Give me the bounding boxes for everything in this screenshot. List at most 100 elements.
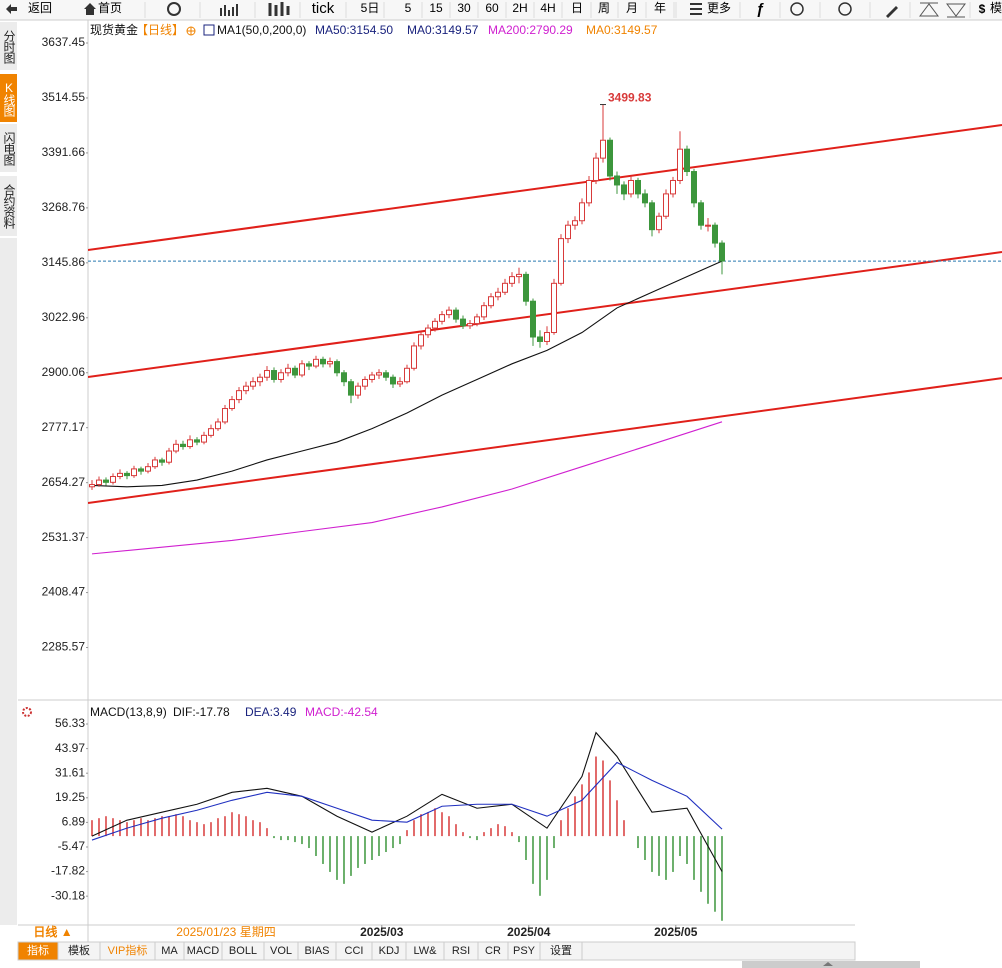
toolbar-button[interactable]: 返回	[28, 1, 52, 15]
candle-body	[627, 179, 634, 195]
indicator-icon[interactable]	[203, 24, 215, 36]
toolbar-button[interactable]: 首页	[98, 1, 122, 15]
chart-title: MACD(13,8,9)	[90, 705, 167, 719]
candle-body	[389, 376, 396, 385]
dollar-icon[interactable]: $	[979, 2, 986, 16]
tab-label[interactable]: VIP指标	[108, 943, 148, 957]
candle-body	[102, 479, 109, 483]
candle-body	[305, 363, 312, 367]
y-tick-label: 31.61	[55, 765, 85, 779]
sidebar-tab[interactable]: 分时图	[0, 22, 17, 70]
zoom-in-icon[interactable]	[838, 2, 852, 16]
candle-body	[347, 381, 354, 396]
pencil-icon[interactable]	[886, 6, 898, 18]
y-tick-label: -17.82	[51, 864, 85, 878]
home-icon[interactable]	[84, 3, 96, 15]
tab-label[interactable]: BIAS	[304, 945, 329, 957]
up-icon[interactable]	[919, 2, 939, 17]
tab-label[interactable]: 指标	[27, 943, 49, 957]
period-label: 【日线】	[136, 23, 184, 37]
tab-label[interactable]: LW&	[413, 945, 437, 957]
candle-body	[165, 450, 172, 463]
candle-body	[424, 327, 431, 336]
candle-body	[711, 224, 718, 244]
fx-icon[interactable]: ƒ	[756, 1, 764, 18]
candle-body	[613, 175, 620, 186]
candle-body	[536, 336, 543, 342]
y-tick-label: 56.33	[55, 716, 85, 730]
sidebar-tab[interactable]: 合约资料	[0, 176, 17, 236]
tab-label[interactable]: VOL	[270, 945, 292, 957]
zoom-out-icon[interactable]	[790, 2, 804, 16]
tab-label[interactable]: MA	[161, 945, 178, 957]
toolbar-button[interactable]: tick	[312, 0, 335, 17]
candle-icon[interactable]	[268, 2, 290, 16]
period-button[interactable]: 日线 ▲	[33, 924, 72, 939]
candle-body	[88, 484, 95, 488]
candle-body	[620, 184, 627, 195]
candle-body	[214, 421, 221, 430]
down-icon[interactable]	[946, 3, 966, 18]
tab-label[interactable]: 设置	[550, 944, 572, 957]
candle-body	[151, 459, 158, 468]
trendline	[88, 377, 1002, 504]
candle-body	[368, 374, 375, 380]
legend-entry: DIF:-17.78	[173, 705, 230, 719]
sidebar-tab[interactable]: 闪电图	[0, 124, 17, 172]
candle-body	[522, 273, 529, 302]
indicator-line	[91, 421, 723, 555]
period-button[interactable]: 30	[457, 1, 471, 15]
period-button[interactable]: 4H	[540, 1, 555, 15]
back-icon[interactable]	[6, 4, 17, 14]
candle-body	[697, 202, 704, 226]
period-button[interactable]: 年	[654, 1, 666, 15]
tab-label[interactable]: 模板	[68, 943, 90, 957]
tab-label[interactable]: KDJ	[379, 945, 400, 957]
candle-body	[242, 385, 249, 392]
sidebar-tab[interactable]: K线图	[0, 74, 17, 122]
sidebar-fill	[0, 238, 17, 925]
y-tick-label: 3145.86	[42, 255, 86, 269]
y-tick-label: 2531.37	[42, 530, 86, 544]
tab[interactable]	[539, 941, 583, 961]
period-button[interactable]: 5	[405, 1, 412, 15]
period-button[interactable]: 15	[429, 1, 443, 15]
tab-label[interactable]: CR	[485, 945, 501, 957]
candle-body	[452, 309, 459, 320]
tab-label[interactable]: PSY	[513, 945, 536, 957]
candle-body	[109, 476, 116, 483]
period-button[interactable]: 日	[571, 1, 583, 15]
period-button[interactable]: 60	[485, 1, 499, 15]
tab-label[interactable]: MACD	[187, 945, 219, 957]
candle-body	[515, 273, 522, 278]
refresh-icon[interactable]	[167, 2, 181, 16]
legend-entry: MA0:3149.57	[586, 23, 658, 37]
candle-body	[263, 370, 270, 378]
candle-body	[207, 428, 214, 436]
chart-icon[interactable]	[220, 4, 238, 16]
y-tick-label: 2777.17	[42, 420, 86, 434]
tab-label[interactable]: BOLL	[229, 945, 257, 957]
candle-body	[116, 472, 123, 478]
period-button[interactable]: 周	[598, 1, 610, 15]
toolbar-button[interactable]: 更多	[707, 1, 731, 15]
settings-icon[interactable]	[22, 707, 32, 717]
candle-body	[123, 472, 130, 477]
y-tick-label: 2408.47	[42, 585, 86, 599]
menu-icon[interactable]	[690, 3, 702, 15]
candle-body	[284, 367, 291, 374]
cursor-date: 2025/01/23 星期四	[176, 925, 275, 939]
period-button[interactable]: 月	[626, 1, 638, 15]
period-button[interactable]: 2H	[512, 1, 527, 15]
tab-label[interactable]: RSI	[452, 945, 470, 957]
candle-body	[326, 361, 333, 365]
toolbar-button[interactable]: 模	[990, 1, 1002, 15]
period-button[interactable]: 5日	[361, 1, 380, 15]
tab-label[interactable]: CCI	[345, 945, 364, 957]
candle-body	[249, 381, 256, 387]
candle-body	[459, 318, 466, 327]
candle-body	[396, 381, 403, 385]
y-tick-label: 3268.76	[42, 200, 86, 214]
